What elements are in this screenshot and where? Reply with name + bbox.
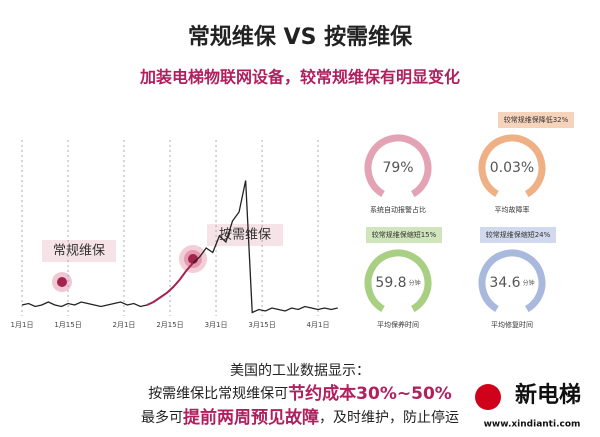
subtitle: 加装电梯物联网设备，较常规维保有明显变化 xyxy=(139,68,460,87)
gauge-label: 平均故障率 xyxy=(495,205,530,214)
gauge-label: 系统自动报警占比 xyxy=(370,205,426,214)
line xyxy=(21,180,338,314)
dot xyxy=(57,277,67,287)
tag-box xyxy=(366,227,442,243)
logo-icon xyxy=(475,384,501,410)
x-tick-label: 3月15日 xyxy=(248,321,275,329)
value: 0.03% xyxy=(490,160,534,176)
gauge-ring xyxy=(364,134,432,202)
gauge-value: 0.03% xyxy=(490,160,534,176)
x-tick-label: 4月1日 xyxy=(307,321,330,329)
unit: 分钟 xyxy=(409,279,421,287)
value: 79% xyxy=(382,160,413,176)
x-tick-label: 1月15日 xyxy=(54,321,81,329)
gauge-ring xyxy=(478,134,546,202)
title: 常规维保 VS 按需维保 xyxy=(188,24,413,50)
text: 最多可 xyxy=(141,409,183,426)
value: 59.8 xyxy=(375,275,406,291)
value: 34.6 xyxy=(489,275,520,291)
unit: 分钟 xyxy=(523,279,535,287)
gauge-value: 59.8 分钟 xyxy=(375,275,420,291)
gauge-value: 34.6 分钟 xyxy=(489,275,534,291)
highlight: 提前两周预见故障 xyxy=(183,407,319,428)
gauge-value: 79% xyxy=(382,160,413,176)
tag-box xyxy=(480,227,556,243)
footer-line: 最多可提前两周预见故障，及时维护，防止停运 xyxy=(141,407,459,428)
tag: 较常规维保缩短15% xyxy=(372,230,437,239)
callout-box xyxy=(42,240,116,262)
gauge-ring xyxy=(478,249,546,317)
text: ，及时维护，防止停运 xyxy=(319,409,459,426)
callout: 按需维保 xyxy=(219,228,271,243)
x-tick-label: 3月1日 xyxy=(205,321,228,329)
gauge-label: 平均修复时间 xyxy=(491,320,533,329)
callout: 常规维保 xyxy=(53,244,105,259)
logo-name: 新电梯 xyxy=(515,382,581,408)
footer-line: 美国的工业数据显示： xyxy=(230,363,370,379)
text: 按需维保比常规维保可 xyxy=(148,386,288,402)
x-tick-label: 1月1日 xyxy=(11,321,34,329)
gauge-ring xyxy=(364,249,432,317)
tag: 较常规维保降低32% xyxy=(504,115,569,124)
footer-line: 按需维保比常规维保可节约成本30%~50% xyxy=(148,383,452,404)
tag-box xyxy=(498,112,574,128)
logo-url: www.xindianti.com xyxy=(484,420,581,430)
gauge-label: 平均保养时间 xyxy=(377,320,419,329)
x-tick-label: 2月15日 xyxy=(156,321,183,329)
highlight: 节约成本30%~50% xyxy=(288,383,452,404)
line xyxy=(146,262,194,306)
tag: 较常规维保缩短24% xyxy=(486,230,551,239)
x-tick-label: 2月1日 xyxy=(112,321,135,329)
